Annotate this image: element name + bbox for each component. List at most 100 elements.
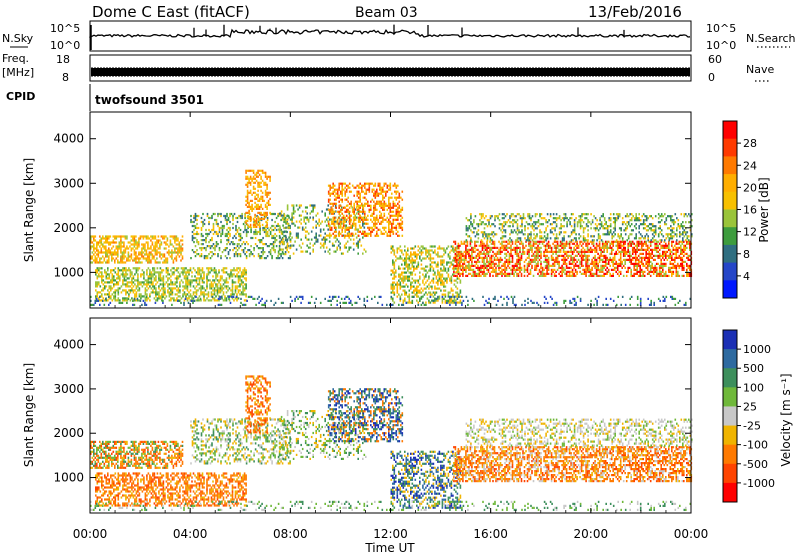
range-cell — [443, 261, 445, 264]
range-cell — [117, 281, 120, 284]
range-cell — [200, 275, 202, 278]
range-cell — [523, 246, 526, 249]
range-cell — [251, 209, 253, 212]
range-cell — [255, 219, 258, 222]
range-cell — [173, 271, 175, 274]
range-cell — [117, 261, 119, 264]
range-cell — [200, 234, 203, 238]
range-cell — [453, 248, 455, 251]
range-cell — [138, 257, 140, 260]
range-cell — [341, 228, 343, 231]
range-cell — [155, 299, 157, 302]
range-cell — [198, 283, 201, 286]
range-cell — [202, 220, 204, 224]
range-cell — [397, 230, 399, 233]
range-cell — [259, 255, 261, 258]
range-cell — [110, 297, 112, 300]
range-cell — [282, 224, 284, 227]
range-cell — [236, 243, 239, 246]
range-cell — [511, 256, 514, 259]
range-cell — [218, 279, 220, 282]
range-cell — [156, 261, 158, 264]
range-cell — [257, 183, 259, 186]
range-cell — [135, 259, 137, 262]
range-cell — [432, 301, 435, 304]
range-cell — [239, 279, 241, 282]
range-cell — [591, 258, 593, 261]
range-cell — [349, 246, 352, 249]
range-cell — [444, 301, 447, 304]
range-cell — [459, 244, 461, 247]
range-cell — [162, 291, 165, 294]
range-cell — [553, 268, 556, 271]
range-cell — [339, 204, 342, 207]
range-cell — [98, 283, 100, 286]
range-cell — [172, 261, 175, 264]
range-cell — [425, 257, 427, 260]
range-cell — [388, 212, 390, 215]
range-cell — [588, 266, 590, 269]
range-cell — [325, 246, 328, 249]
range-cell — [265, 257, 267, 260]
range-cell — [416, 293, 418, 296]
range-cell — [345, 224, 347, 227]
range-cell — [547, 264, 550, 267]
range-cell — [486, 248, 488, 251]
range-cell — [347, 200, 349, 203]
range-cell — [454, 258, 457, 261]
range-cell — [257, 220, 260, 224]
range-cell — [487, 268, 490, 271]
range-cell — [459, 250, 461, 253]
range-cell — [153, 291, 156, 294]
range-cell — [142, 245, 145, 248]
range-cell — [478, 268, 481, 271]
range-cell — [335, 192, 337, 195]
range-cell — [532, 260, 535, 263]
range-cell — [523, 268, 526, 271]
range-cell — [221, 269, 223, 272]
range-cell — [426, 249, 429, 252]
range-cell — [179, 273, 181, 276]
range-cell — [508, 246, 511, 249]
range-cell — [456, 262, 458, 265]
range-cell — [219, 289, 222, 292]
range-cell — [111, 275, 114, 278]
range-cell — [463, 256, 466, 259]
range-cell — [144, 287, 147, 290]
range-cell — [489, 266, 491, 269]
range-cell — [383, 200, 386, 203]
range-cell — [342, 224, 345, 227]
range-cell — [417, 281, 420, 284]
range-cell — [370, 206, 372, 209]
range-cell — [126, 269, 129, 272]
range-cell — [540, 254, 542, 257]
range-cell — [388, 196, 390, 199]
range-cell — [96, 243, 98, 246]
range-cell — [373, 218, 375, 221]
range-cell — [583, 250, 586, 253]
range-cell — [401, 279, 403, 282]
range-cell — [215, 289, 217, 292]
range-cell — [231, 293, 234, 296]
range-cell — [484, 254, 487, 257]
range-cell — [392, 232, 395, 235]
range-cell — [564, 272, 566, 275]
range-cell — [538, 250, 541, 253]
range-cell — [123, 249, 125, 252]
range-cell — [352, 248, 355, 251]
range-cell — [127, 257, 130, 260]
range-cell — [203, 277, 205, 280]
range-cell — [263, 213, 265, 216]
range-cell — [231, 289, 234, 292]
range-cell — [97, 255, 100, 258]
range-cell — [413, 251, 415, 254]
range-cell — [404, 299, 406, 302]
range-cell — [434, 251, 436, 254]
range-cell — [209, 271, 211, 274]
range-cell — [257, 181, 259, 184]
range-cell — [170, 297, 172, 300]
range-cell — [420, 253, 423, 256]
range-cell — [414, 255, 417, 258]
range-cell — [541, 268, 544, 271]
range-cell — [380, 212, 383, 215]
